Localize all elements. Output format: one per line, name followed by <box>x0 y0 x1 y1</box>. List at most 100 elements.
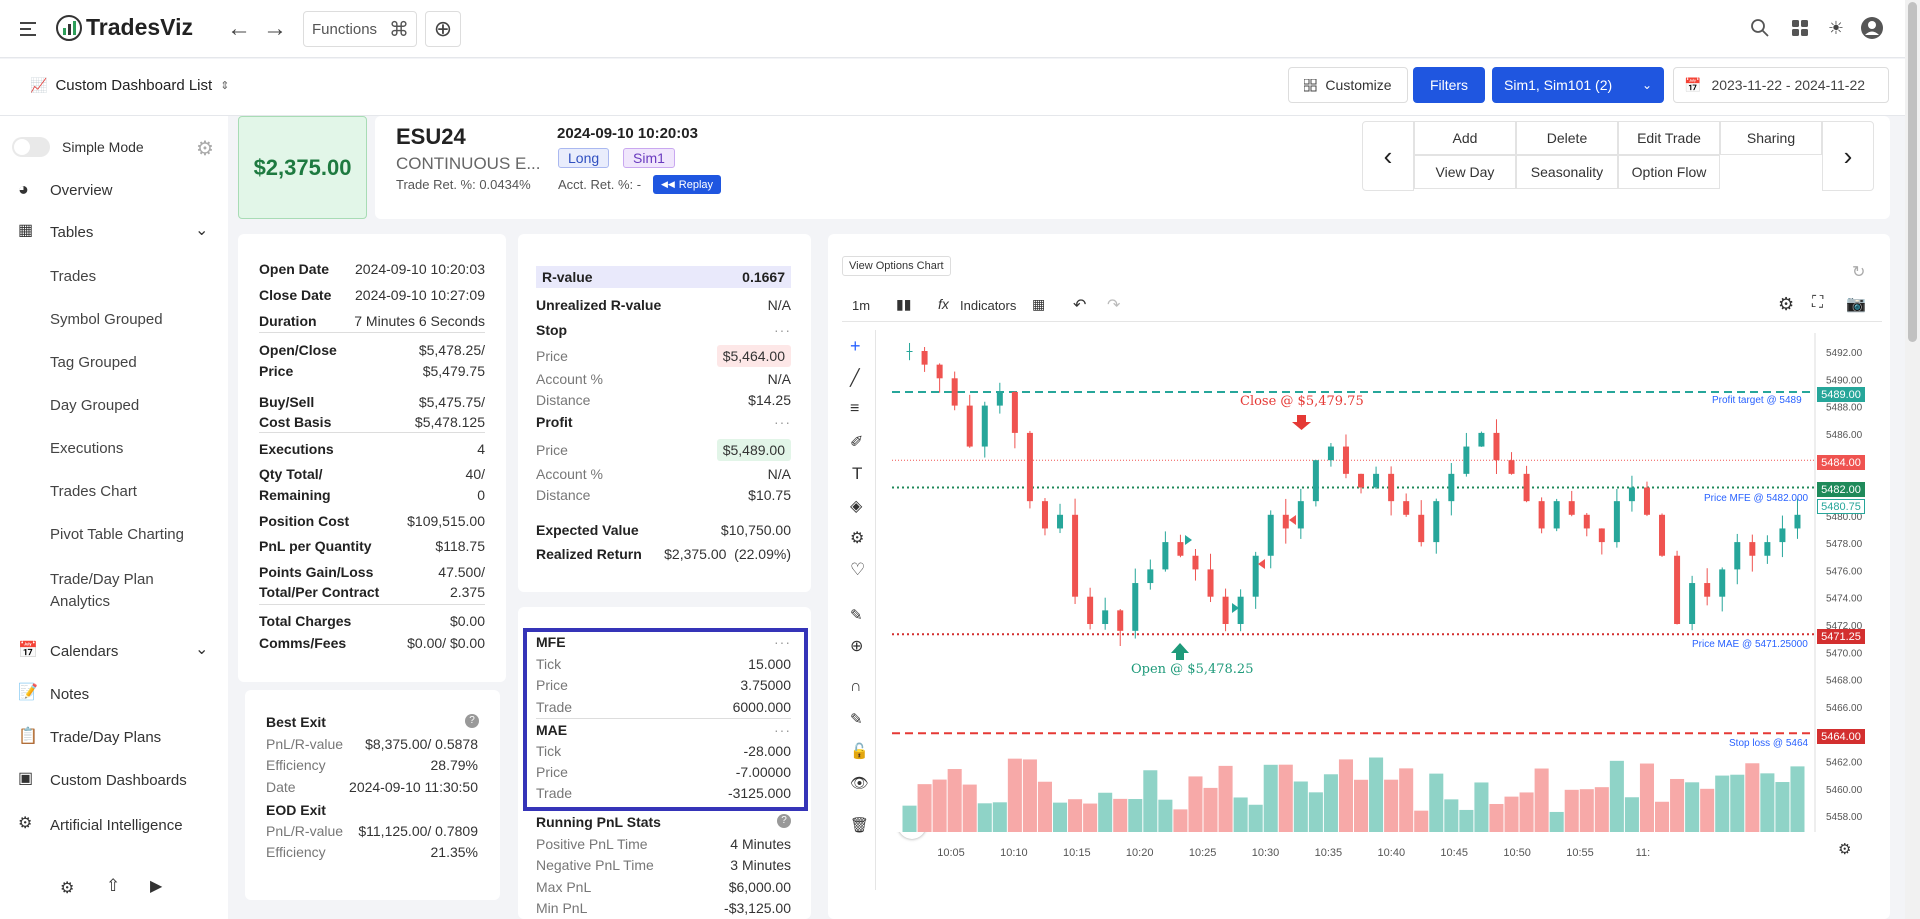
chevron-down-icon[interactable]: ⌄ <box>195 222 209 239</box>
help-icon[interactable]: ? <box>465 714 479 728</box>
unrealized-row: Unrealized R-value N/A <box>536 297 791 313</box>
sidebar-item-plan-analytics[interactable]: Trade/Day Plan Analytics <box>50 571 154 610</box>
label: PnL/R-value <box>266 736 344 752</box>
replay-button[interactable]: ◀◀ Replay <box>653 175 721 194</box>
indicators-icon[interactable]: fx <box>938 296 949 312</box>
symbol-name: CONTINUOUS E... <box>396 154 541 173</box>
detail-row: Open Date 2024-09-10 10:20:03 <box>259 261 485 277</box>
heart-icon[interactable]: ♡ <box>850 560 866 579</box>
search-icon[interactable] <box>1748 16 1772 40</box>
seasonality-button[interactable]: Seasonality <box>1516 155 1618 189</box>
axis-settings-icon[interactable]: ⚙ <box>1838 841 1852 858</box>
simple-mode-toggle[interactable] <box>12 137 50 157</box>
sidebar-item-custom-dashboards[interactable]: Custom Dashboards <box>50 772 187 789</box>
more-dots-icon[interactable]: ··· <box>774 414 791 430</box>
symbol[interactable]: ESU24 <box>396 124 466 149</box>
page-scrollbar[interactable] <box>1905 0 1920 919</box>
theme-sun-icon[interactable]: ☀ <box>1827 17 1845 38</box>
add-button[interactable]: Add <box>1414 121 1516 155</box>
sidebar-item-trades[interactable]: Trades <box>50 268 97 285</box>
zoom-icon[interactable]: ⊕ <box>850 638 864 655</box>
refresh-icon[interactable]: ↻ <box>1852 264 1866 281</box>
text-icon[interactable]: T <box>852 464 863 483</box>
brush-icon[interactable]: ✐ <box>850 434 864 451</box>
sliders-icon[interactable]: ⚙ <box>60 880 75 897</box>
interval-button[interactable]: 1m <box>852 298 871 313</box>
option-flow-button[interactable]: Option Flow <box>1618 155 1720 189</box>
sidebar-item-pivot-table[interactable]: Pivot Table Charting <box>50 526 184 543</box>
value: $2,375.00 (22.09%) <box>664 546 791 562</box>
undo-icon[interactable]: ↶ <box>1073 297 1087 314</box>
more-dots-icon[interactable]: ··· <box>774 722 791 738</box>
sidebar-item-plans[interactable]: Trade/Day Plans <box>50 729 162 746</box>
dashboard-list-label: Custom Dashboard List <box>55 77 213 94</box>
fullscreen-icon[interactable]: ⛶ <box>1812 294 1824 311</box>
functions-button[interactable]: Functions ⌘ <box>303 11 417 47</box>
more-dots-icon[interactable]: ··· <box>774 322 791 338</box>
back-arrow-icon[interactable]: ← <box>227 15 251 42</box>
forecast-icon[interactable]: ⚙ <box>850 530 865 547</box>
dashboard-list-selector[interactable]: 📈 Custom Dashboard List ⇕ <box>30 77 229 94</box>
more-dots-icon[interactable]: ··· <box>774 634 791 650</box>
edit-trade-button[interactable]: Edit Trade <box>1618 121 1720 155</box>
sidebar-item-symbol-grouped[interactable]: Symbol Grouped <box>50 311 163 328</box>
sidebar-item-trades-chart[interactable]: Trades Chart <box>50 483 137 500</box>
apps-grid-icon[interactable] <box>1788 16 1812 40</box>
trendline-icon[interactable]: ╱ <box>850 370 860 387</box>
sidebar-item-executions[interactable]: Executions <box>50 440 124 457</box>
logo[interactable]: TradesViz <box>56 14 193 41</box>
view-options-chart-button[interactable]: View Options Chart <box>842 256 951 276</box>
accounts-select[interactable]: Sim1, Sim101 (2) ⌄ <box>1492 67 1664 103</box>
next-trade-button[interactable]: › <box>1822 121 1874 191</box>
prev-trade-button[interactable]: ‹ <box>1362 121 1414 191</box>
mae-tick-row: Tick -28.000 <box>536 743 791 759</box>
sidebar-item-overview[interactable]: Overview <box>50 182 113 199</box>
sidebar-item-tables[interactable]: Tables <box>50 224 94 241</box>
sharing-button[interactable]: Sharing <box>1720 121 1822 155</box>
youtube-icon[interactable]: ▶ <box>150 878 163 895</box>
detail-value: $5,478.25/ <box>418 342 485 358</box>
crosshair-icon[interactable]: + <box>850 336 861 356</box>
user-avatar-icon[interactable] <box>1860 16 1884 40</box>
date-range-picker[interactable]: 📅 2023-11-22 - 2024-11-22 <box>1673 67 1889 103</box>
settings-gear-icon[interactable]: ⚙ <box>1778 294 1795 314</box>
open-annotation: Open @ $5,478.25 <box>1131 662 1254 677</box>
trash-icon[interactable]: 🗑 <box>850 817 870 834</box>
pnl-value: $2,375.00 <box>253 154 352 180</box>
scroll-right-icon[interactable]: » <box>1773 787 1795 809</box>
help-icon[interactable]: ? <box>777 814 791 828</box>
filters-button[interactable]: Filters <box>1413 67 1485 103</box>
camera-icon[interactable]: 📷 <box>1846 296 1866 313</box>
lock-drawing-icon[interactable]: ✎ <box>850 711 863 728</box>
label: Price <box>536 677 568 693</box>
sidebar-item-tag-grouped[interactable]: Tag Grouped <box>50 354 137 371</box>
ruler-icon[interactable]: ✎ <box>850 607 863 624</box>
delete-button[interactable]: Delete <box>1516 121 1618 155</box>
layout-icon[interactable]: ▦ <box>1032 296 1046 312</box>
upload-icon[interactable]: ⇧ <box>106 876 121 895</box>
candle-type-icon[interactable]: ▮▮ <box>896 296 912 312</box>
magnet-icon[interactable]: ∩ <box>850 678 862 695</box>
chevron-down-icon[interactable]: ⌄ <box>195 641 209 658</box>
lock-icon[interactable]: 🔓 <box>850 743 869 760</box>
sidebar-item-notes[interactable]: Notes <box>50 686 90 703</box>
gear-icon[interactable]: ⚙ <box>196 138 214 160</box>
sidebar-item-ai[interactable]: Artificial Intelligence Q&A <box>50 817 183 834</box>
fib-icon[interactable]: ≡ <box>850 400 860 417</box>
notes-icon: 📝 <box>18 684 38 701</box>
sidebar-item-day-grouped[interactable]: Day Grouped <box>50 397 140 414</box>
price-mfe-label: Price MFE @ 5482.000 <box>1704 493 1809 504</box>
customize-button[interactable]: Customize <box>1288 67 1408 103</box>
menu-icon[interactable] <box>16 16 42 42</box>
forward-arrow-icon[interactable]: → <box>263 15 287 42</box>
redo-icon[interactable]: ↷ <box>1107 297 1121 314</box>
sidebar-item-calendars[interactable]: Calendars <box>50 643 119 660</box>
add-circle-icon[interactable]: ⊕ <box>425 11 461 47</box>
view-day-button[interactable]: View Day <box>1414 155 1516 189</box>
rvalue-value: 0.1667 <box>742 269 785 285</box>
pattern-icon[interactable]: ◈ <box>850 498 863 515</box>
stop-title: Stop <box>536 322 568 338</box>
eye-icon[interactable]: 👁 <box>850 775 870 792</box>
indicators-button[interactable]: Indicators <box>960 298 1017 313</box>
sub-header: 📈 Custom Dashboard List ⇕ Customize Filt… <box>0 59 1905 116</box>
